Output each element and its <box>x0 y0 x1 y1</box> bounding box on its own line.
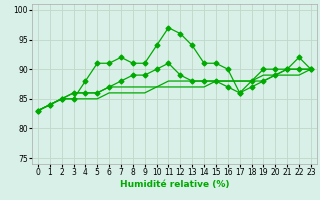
X-axis label: Humidité relative (%): Humidité relative (%) <box>120 180 229 189</box>
